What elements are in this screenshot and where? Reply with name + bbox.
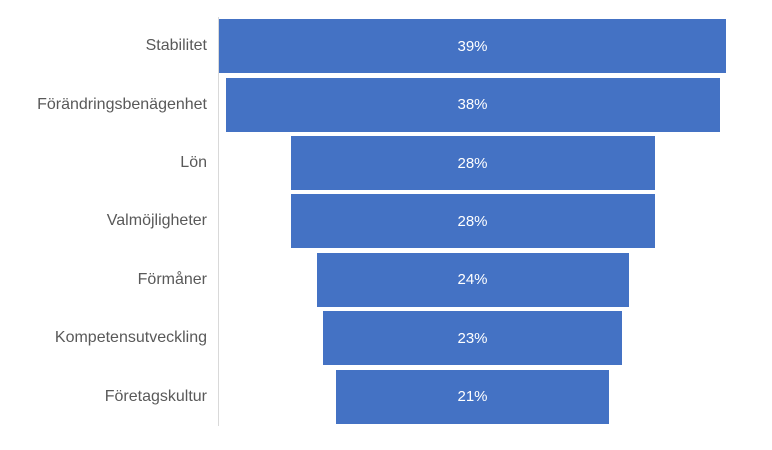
category-label: Kompetensutveckling [54, 329, 207, 347]
funnel-bar: 23% [323, 311, 622, 366]
funnel-bar: 28% [290, 194, 655, 249]
data-label: 23% [457, 329, 488, 347]
data-label: 24% [457, 271, 488, 289]
chart-row: 38% [219, 75, 726, 133]
chart-row: 23% [219, 309, 726, 367]
chart-row: 21% [219, 368, 726, 426]
data-label: 28% [457, 212, 488, 230]
category-axis-labels: Stabilitet Förändringsbenägenhet Lön Val… [0, 17, 207, 426]
data-label: 21% [457, 388, 488, 406]
category-label: Lön [180, 154, 207, 172]
category-label: Förmåner [137, 270, 207, 288]
category-label: Förändringsbenägenhet [37, 95, 207, 113]
funnel-bar: 38% [225, 77, 720, 132]
category-label: Valmöjligheter [106, 212, 207, 230]
data-label: 39% [457, 37, 488, 55]
chart-row: 28% [219, 134, 726, 192]
funnel-bar: 21% [336, 369, 609, 424]
chart-row: 24% [219, 251, 726, 309]
chart-row: 28% [219, 192, 726, 250]
funnel-bar: 28% [290, 136, 655, 191]
category-label: Stabilitet [145, 37, 207, 55]
funnel-bar: 39% [219, 19, 726, 74]
plot-area: 39% 38% 28% 28% 24% 23% [218, 17, 726, 426]
chart-row: 39% [219, 17, 726, 75]
category-label: Företagskultur [104, 387, 207, 405]
data-label: 28% [457, 154, 488, 172]
funnel-bar: 24% [316, 252, 629, 307]
data-label: 38% [457, 96, 488, 114]
